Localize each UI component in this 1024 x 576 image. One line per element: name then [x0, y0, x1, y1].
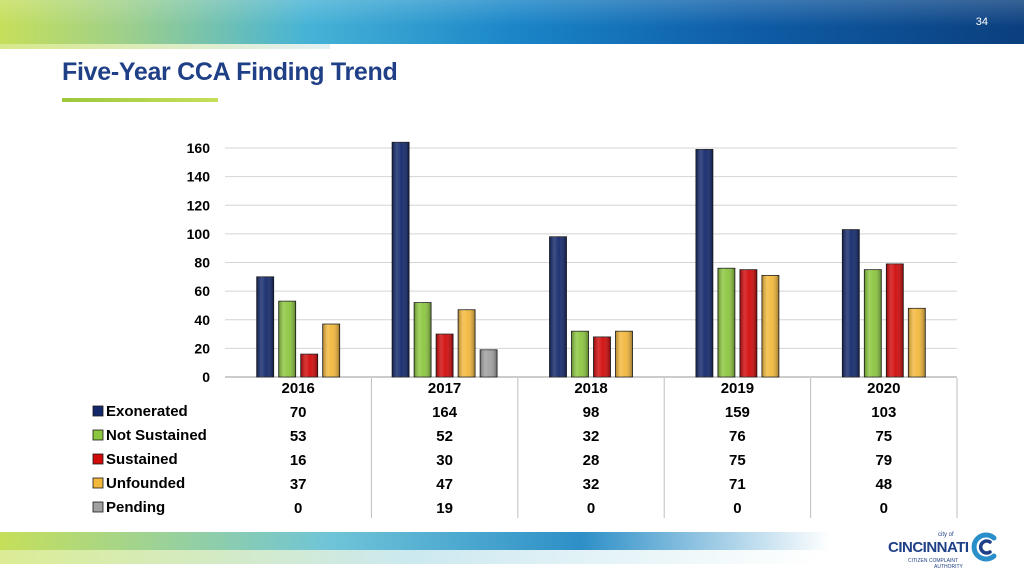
data-value: 47: [436, 476, 453, 493]
bottom-banner-accent: [0, 550, 820, 564]
bar-shading: [480, 349, 498, 377]
data-value: 98: [583, 404, 600, 421]
city-logo: city of CINCINNATI CITIZEN COMPLAINT AUT…: [886, 528, 1004, 572]
bar-shading: [842, 229, 860, 377]
category-label: 2018: [574, 380, 607, 397]
y-tick-label: 80: [194, 255, 210, 271]
data-value: 159: [725, 404, 750, 421]
bar-shading: [392, 142, 410, 377]
legend-label: Pending: [106, 499, 165, 516]
bar-shading: [278, 301, 296, 377]
title-underline: [62, 98, 218, 102]
y-tick-label: 20: [194, 340, 210, 356]
bar-shading: [864, 269, 882, 377]
data-table: 2016 2017 2018 2019 2020 Exonerated 70 164 98 159…: [92, 378, 958, 518]
data-value: 28: [583, 452, 600, 469]
legend-label: Sustained: [106, 451, 178, 468]
legend-label: Exonerated: [106, 403, 188, 420]
data-value: 16: [290, 452, 307, 469]
category-label: 2019: [721, 380, 754, 397]
data-value: 79: [875, 452, 892, 469]
category-label: 2017: [428, 380, 461, 397]
page-title: Five-Year CCA Finding Trend: [62, 58, 398, 86]
grid-lines: [225, 147, 957, 378]
top-banner: [0, 0, 1024, 44]
legend-label: Unfounded: [106, 475, 185, 492]
logo-authority: AUTHORITY: [934, 564, 963, 570]
legend-swatch: [92, 453, 104, 465]
logo-citizen-complaint: CITIZEN COMPLAINT: [908, 558, 959, 564]
data-value: 0: [880, 500, 888, 517]
y-tick-label: 120: [187, 197, 211, 213]
bar-shading: [322, 324, 340, 377]
legend-swatch: [92, 405, 104, 417]
top-banner-sheen: [0, 0, 1024, 44]
category-label: 2016: [282, 380, 315, 397]
y-tick-label: 100: [187, 226, 211, 242]
data-value: 0: [294, 500, 302, 517]
bar-shading: [256, 276, 274, 377]
data-value: 71: [729, 476, 746, 493]
bar-shading: [761, 275, 779, 377]
legend-swatch: [92, 429, 104, 441]
bar-shading: [908, 308, 926, 377]
y-tick-label: 60: [194, 283, 210, 299]
top-banner-accent: [0, 44, 330, 49]
logo-cincinnati: CINCINNATI: [888, 539, 969, 556]
bar-shading: [300, 354, 318, 377]
data-value: 164: [432, 404, 458, 421]
bar-shading: [695, 149, 713, 377]
bar-shading: [886, 263, 904, 377]
data-value: 30: [436, 452, 453, 469]
bar-shading: [436, 334, 454, 377]
bar-shading: [739, 269, 757, 377]
data-value: 103: [871, 404, 896, 421]
data-value: 0: [733, 500, 741, 517]
y-tick-label: 160: [187, 140, 211, 156]
data-value: 52: [436, 428, 453, 445]
data-value: 37: [290, 476, 307, 493]
legend-swatch: [92, 501, 104, 513]
y-tick-label: 140: [187, 169, 211, 185]
data-value: 76: [729, 428, 746, 445]
bar-shading: [593, 336, 611, 377]
bars: [256, 141, 926, 378]
data-value: 32: [583, 476, 600, 493]
y-axis-ticks: 0 20 40 60 80 100 120 140 160: [187, 140, 211, 385]
data-value: 70: [290, 404, 307, 421]
bottom-banner: [0, 532, 830, 550]
legend-label: Not Sustained: [106, 427, 207, 444]
data-value: 48: [875, 476, 892, 493]
data-value: 0: [587, 500, 595, 517]
logo-city-of: city of: [938, 532, 954, 538]
legend-swatch: [92, 477, 104, 489]
data-value: 32: [583, 428, 600, 445]
bar-shading: [549, 236, 567, 377]
y-tick-label: 0: [202, 369, 210, 385]
bar-shading: [615, 331, 633, 377]
data-value: 53: [290, 428, 307, 445]
y-tick-label: 40: [194, 312, 210, 328]
data-value: 19: [436, 500, 453, 517]
bar-shading: [717, 268, 735, 377]
bar-shading: [414, 302, 432, 377]
logo-c-icon: [971, 532, 997, 562]
category-label: 2020: [867, 380, 900, 397]
slide-number: 34: [975, 16, 988, 28]
bar-shading: [571, 331, 589, 377]
bar-shading: [458, 309, 476, 377]
data-value: 75: [729, 452, 746, 469]
data-value: 75: [875, 428, 892, 445]
